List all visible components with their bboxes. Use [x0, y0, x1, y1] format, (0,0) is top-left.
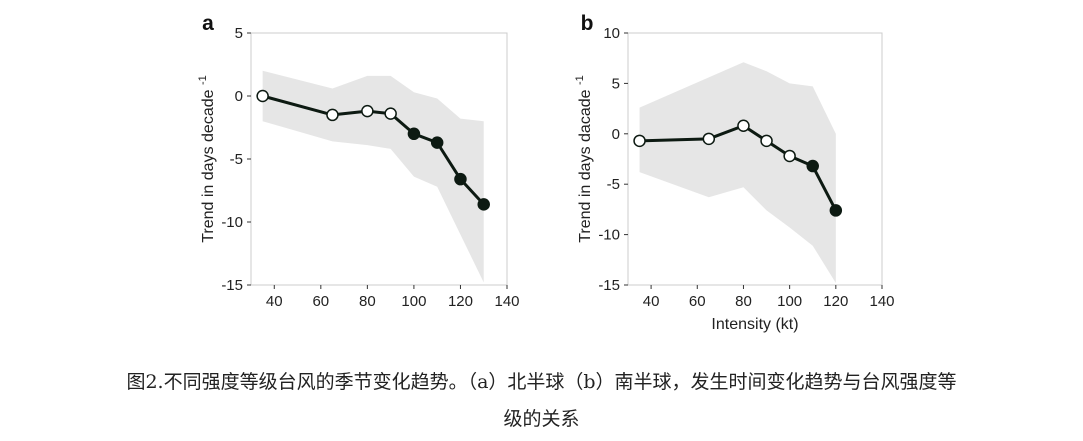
y-tick-label: 10: [603, 25, 620, 42]
data-point-significant: [407, 127, 421, 141]
panel-a: 40 60 80 100 120 140 5 0 -5 -10 -15 Trend in days d…: [197, 12, 520, 310]
y-tick-label: -10: [598, 227, 620, 244]
x-tick-label: 100: [777, 293, 802, 310]
x-tick-label: 120: [448, 293, 473, 310]
x-tick-label: 120: [823, 293, 848, 310]
x-tick-label: 80: [735, 293, 752, 310]
data-point: [256, 89, 269, 103]
data-point: [361, 104, 374, 118]
panel-label: b: [581, 12, 594, 35]
y-tick-label: 5: [612, 75, 620, 92]
x-tick-label: 140: [869, 293, 894, 310]
x-tick-label: 60: [312, 293, 329, 310]
data-point: [737, 119, 750, 132]
confidence-band: [262, 70, 484, 283]
data-point: [326, 108, 339, 122]
plot-frame: [627, 32, 883, 286]
data-point-significant: [829, 204, 843, 217]
y-tick-label: 0: [235, 88, 243, 105]
data-point: [783, 149, 796, 163]
data-point-significant: [477, 198, 490, 211]
data-point: [633, 134, 646, 148]
x-tick-label: 60: [689, 293, 706, 310]
y-tick-label: -5: [607, 176, 620, 193]
x-tick-label: 40: [266, 293, 283, 310]
x-tick-label: 140: [494, 293, 519, 310]
panel-b: 40 60 80 100 120 140 10 5 0 -5 -10 -15 Trend in days…: [574, 12, 895, 333]
x-tick-label: 40: [643, 293, 660, 310]
data-point-significant: [454, 172, 467, 186]
y-tick-label: -15: [221, 277, 243, 294]
data-point-significant: [806, 159, 819, 173]
panel-label: a: [202, 12, 214, 35]
y-tick-label: -5: [230, 151, 243, 168]
figure-caption-line2: 级的关系: [503, 408, 580, 430]
y-tick-label: -15: [598, 277, 620, 294]
data-point: [702, 132, 716, 146]
x-axis-label: Intensity (kt): [711, 316, 798, 333]
x-tick-label: 80: [359, 293, 376, 310]
y-tick-label: -10: [221, 214, 243, 231]
figure-caption-line1: 图2.不同强度等级台风的季节变化趋势。（a）北半球（b）南半球，发生时间变化趋势…: [126, 371, 957, 393]
data-point: [384, 107, 397, 120]
y-axis-label: Trend in days dacade -1: [574, 75, 594, 243]
y-tick-label: 5: [235, 25, 243, 42]
y-axis-label: Trend in days decade -1: [197, 75, 217, 243]
y-tick-label: 0: [612, 126, 620, 143]
data-point-significant: [430, 136, 444, 149]
x-tick-label: 100: [401, 293, 426, 310]
confidence-band: [639, 62, 836, 283]
data-point: [760, 134, 773, 148]
